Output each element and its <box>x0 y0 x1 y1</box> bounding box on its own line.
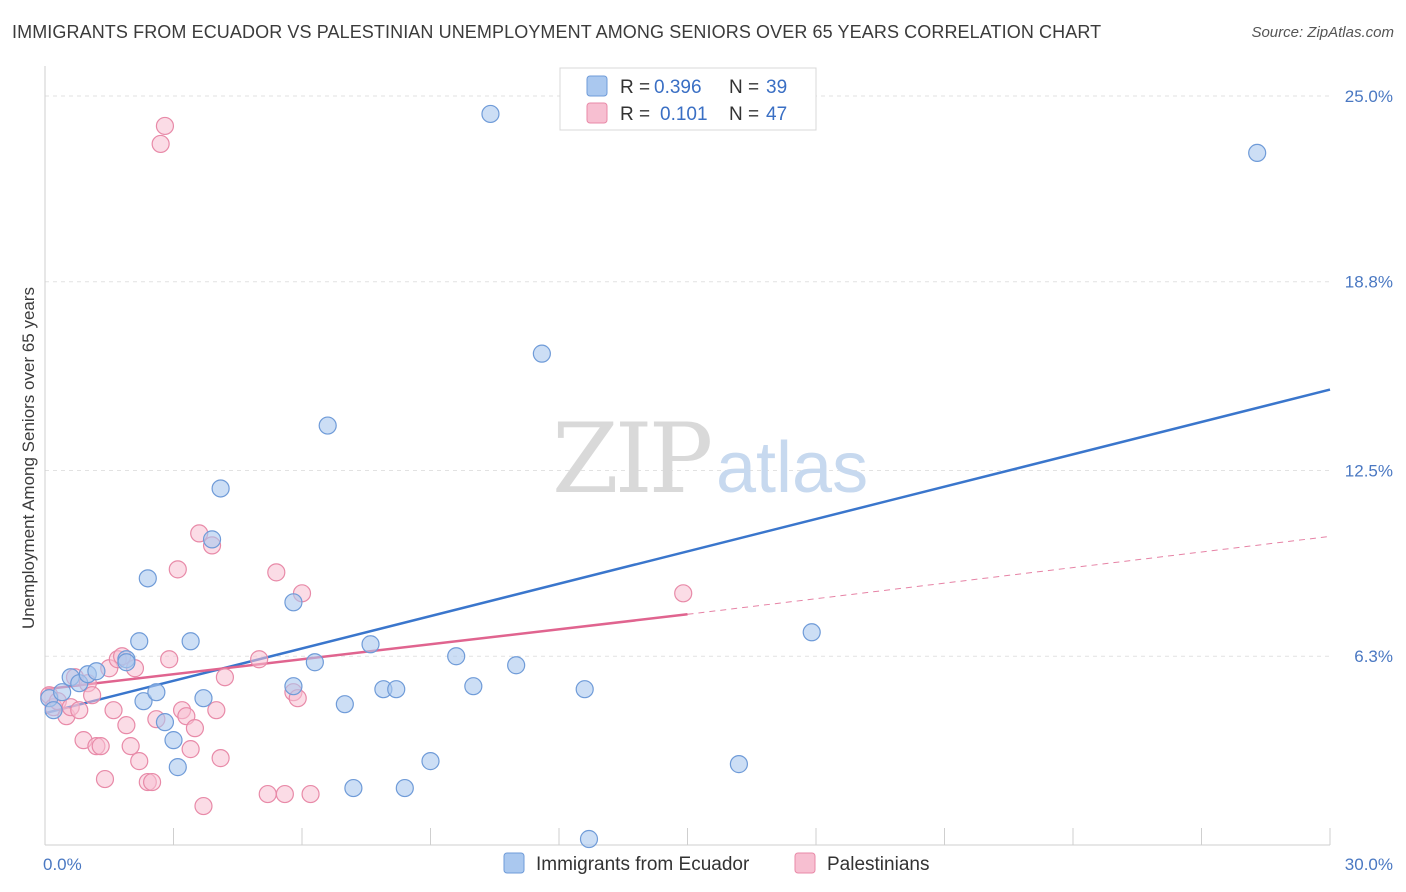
palestinians-point-33 <box>194 796 213 816</box>
ecuador-point-33 <box>481 104 500 124</box>
palestinians-point-39 <box>267 563 286 582</box>
palestinians-point-18 <box>121 737 140 756</box>
palestinians-point-30 <box>181 740 200 759</box>
x-tick-label-1: 30.0% <box>1345 855 1393 874</box>
palestinians-point-11 <box>91 737 110 756</box>
ecuador-points <box>40 104 1267 849</box>
ecuador-point-9 <box>134 692 153 711</box>
palestinians-point-36 <box>211 749 230 768</box>
ecuador-point-14 <box>155 713 175 732</box>
legend-r-label-2: R = <box>620 104 650 125</box>
ecuador-point-31 <box>447 647 466 666</box>
y-tick-labels: 6.3% 12.5% 18.8% 25.0% <box>1345 87 1393 666</box>
palestinians-point-20 <box>130 752 149 771</box>
ecuador-point-13 <box>147 683 166 702</box>
top-legend: R = 0.396 N = 39 R = 0.101 N = 47 <box>559 67 817 131</box>
ecuador-point-32 <box>464 677 483 696</box>
ecuador-point-37 <box>575 680 594 699</box>
y-tick-label-2: 18.8% <box>1345 273 1393 292</box>
ecuador-point-22 <box>305 653 324 672</box>
legend-swatch-palestinians <box>586 102 608 124</box>
palestinians-point-24 <box>151 134 170 154</box>
ecuador-point-18 <box>202 530 222 549</box>
palestinians-point-35 <box>207 701 226 720</box>
watermark: ZIP atlas <box>552 403 868 515</box>
legend-n-value-1: 39 <box>766 77 787 98</box>
palestinians-point-37 <box>215 668 234 687</box>
palestinians-point-14 <box>104 701 123 720</box>
legend-n-label-2: N = <box>729 104 759 125</box>
palestinians-point-45 <box>250 650 269 669</box>
legend-r-value-2: 0.101 <box>660 104 708 125</box>
palestinians-point-17 <box>117 716 136 735</box>
ecuador-point-2 <box>53 683 72 702</box>
bottom-legend-palestinians: Palestinians <box>827 854 929 875</box>
x-tick-label-0: 0.0% <box>43 855 82 874</box>
ecuador-point-38 <box>729 755 749 774</box>
ecuador-point-12 <box>181 632 200 651</box>
ecuador-point-1 <box>44 701 63 720</box>
palestinians-point-38 <box>258 784 277 804</box>
legend-r-label-1: R = <box>620 77 650 98</box>
palestinians-point-12 <box>95 769 115 789</box>
legend-swatch-ecuador <box>586 75 608 97</box>
bottom-legend-ecuador: Immigrants from Ecuador <box>536 854 750 875</box>
y-tick-label-0: 6.3% <box>1354 647 1393 666</box>
palestinians-point-40 <box>275 784 294 804</box>
ecuador-point-30 <box>421 752 440 771</box>
bottom-legend: Immigrants from Ecuador Palestinians <box>503 852 929 875</box>
ecuador-point-36 <box>579 829 599 849</box>
ecuador-point-35 <box>532 344 551 363</box>
axes <box>44 66 1331 846</box>
ecuador-point-16 <box>168 758 187 777</box>
bottom-legend-swatch-palestinians <box>794 852 816 874</box>
chart-title: IMMIGRANTS FROM ECUADOR VS PALESTINIAN U… <box>12 22 1102 42</box>
ecuador-point-29 <box>395 778 414 798</box>
legend-n-value-2: 47 <box>766 104 787 125</box>
ecuador-point-20 <box>284 677 303 696</box>
palestinians-point-9 <box>83 686 102 705</box>
ecuador-point-11 <box>138 569 157 588</box>
ecuador-point-8 <box>117 653 136 672</box>
x-tick-labels: 0.0% 30.0% <box>43 855 1393 874</box>
palestinians-point-46 <box>301 784 320 804</box>
ecuador-point-17 <box>194 689 213 708</box>
y-axis-title: Unemployment Among Seniors over 65 years <box>19 287 38 629</box>
ecuador-point-23 <box>318 416 337 435</box>
ecuador-point-19 <box>211 479 230 498</box>
source-label: Source: ZipAtlas.com <box>1251 24 1394 41</box>
palestinians-point-6 <box>70 701 89 720</box>
grid-lines <box>45 95 1330 657</box>
y-tick-label-3: 25.0% <box>1345 87 1393 106</box>
palestinians-point-26 <box>160 650 179 669</box>
palestinians-point-27 <box>168 560 187 579</box>
palestinians-point-22 <box>142 772 162 792</box>
ecuador-point-40 <box>1248 143 1267 163</box>
ecuador-point-28 <box>387 680 406 699</box>
palestinians-point-44 <box>674 584 693 603</box>
ecuador-point-15 <box>164 731 183 750</box>
ecuador-point-10 <box>130 632 149 651</box>
legend-n-label-1: N = <box>729 77 759 98</box>
ecuador-point-6 <box>87 662 106 681</box>
ecuador-point-24 <box>335 695 354 714</box>
ecuador-point-25 <box>344 778 363 798</box>
ecuador-point-34 <box>507 656 526 675</box>
ecuador-point-26 <box>361 635 380 654</box>
ecuador-point-39 <box>802 623 821 642</box>
legend-r-value-1: 0.396 <box>654 77 702 98</box>
palestinians-point-25 <box>155 116 175 136</box>
watermark-zip: ZIP <box>552 403 711 515</box>
trend-line-palestinians-extension <box>687 535 1331 615</box>
bottom-legend-swatch-ecuador <box>503 852 525 874</box>
watermark-atlas: atlas <box>716 428 868 508</box>
ecuador-point-21 <box>284 593 303 612</box>
y-tick-label-1: 12.5% <box>1345 461 1393 480</box>
palestinians-point-31 <box>185 719 205 738</box>
